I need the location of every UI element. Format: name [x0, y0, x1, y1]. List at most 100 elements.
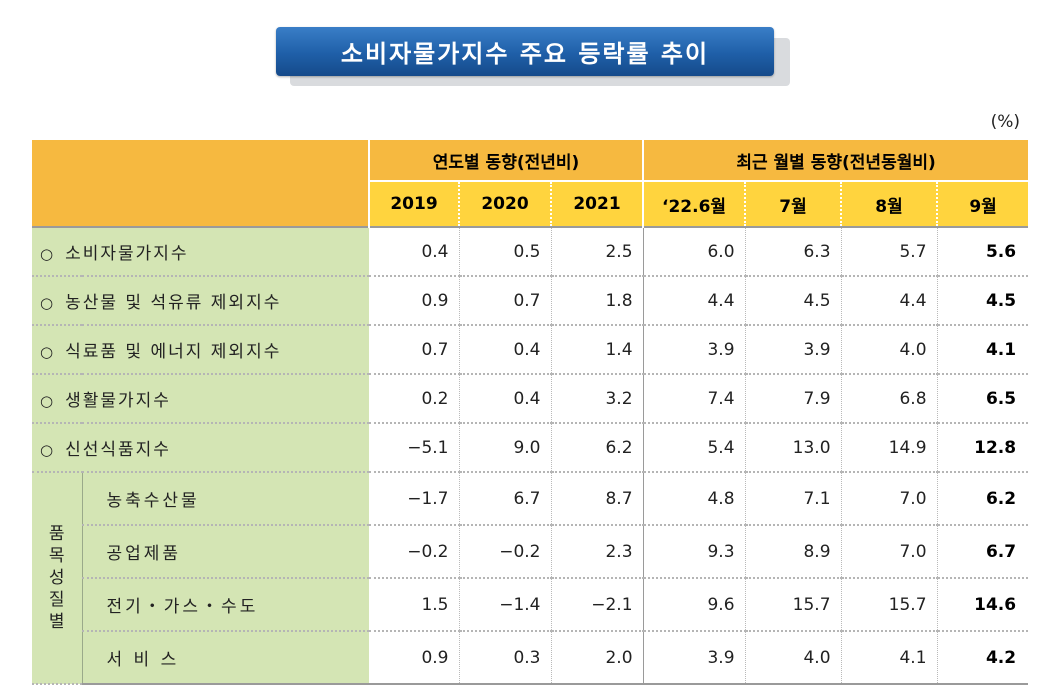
table-cell: 6.5 [937, 374, 1029, 424]
table-cell: 13.0 [745, 423, 842, 473]
table-cell: −0.2 [369, 525, 460, 579]
table-cell: 0.4 [459, 325, 552, 375]
table-cell: 4.5 [745, 276, 842, 326]
table-row: 공업제품 −0.2 −0.2 2.3 9.3 8.9 7.0 6.7 [32, 525, 1029, 579]
table-cell: 0.2 [369, 374, 460, 424]
table-row: ○ 신선식품지수 −5.1 9.0 6.2 5.4 13.0 14.9 12.8 [32, 423, 1029, 473]
table-cell: 8.9 [745, 525, 842, 579]
table-cell: 4.0 [745, 631, 842, 685]
row-label-text: 신선식품지수 [65, 440, 171, 460]
sub-row-label: 전기・가스・수도 [81, 578, 369, 632]
col-header-aug: 8월 [841, 181, 939, 227]
table-cell: 3.9 [745, 325, 842, 375]
table-row: 전기・가스・수도 1.5 −1.4 −2.1 9.6 15.7 15.7 14.… [32, 578, 1029, 632]
sub-row-label: 서 비 스 [81, 631, 369, 685]
table-cell: 4.5 [937, 276, 1029, 326]
table-cell: 6.8 [841, 374, 938, 424]
table-cell: 8.7 [551, 472, 644, 526]
col-header-jul: 7월 [745, 181, 843, 227]
table-cell: −2.1 [551, 578, 644, 632]
header-monthly-group: 최근 월별 동향(전년동월비) [643, 140, 1029, 182]
header-annual-group: 연도별 동향(전년비) [369, 140, 645, 182]
table-cell: 2.3 [551, 525, 644, 579]
col-header-2020: 2020 [459, 181, 552, 227]
bullet-icon: ○ [40, 392, 56, 410]
bullet-icon: ○ [40, 245, 56, 263]
table-cell: 14.6 [937, 578, 1029, 632]
table-cell: 4.2 [937, 631, 1029, 685]
group-label-char: 성 [48, 568, 65, 588]
table-cell: 14.9 [841, 423, 938, 473]
table-cell: −1.7 [369, 472, 460, 526]
table-cell: 1.8 [551, 276, 644, 326]
table-cell: 2.5 [551, 226, 644, 277]
unit-label: (%) [990, 112, 1020, 132]
table-cell: 0.9 [369, 276, 460, 326]
table-cell: 0.4 [459, 374, 552, 424]
table-cell: 0.9 [369, 631, 460, 685]
sub-row-label: 농축수산물 [81, 472, 369, 526]
table-cell: 6.7 [937, 525, 1029, 579]
table-cell: 15.7 [745, 578, 842, 632]
table-cell: 2.0 [551, 631, 644, 685]
table-cell: 4.4 [841, 276, 938, 326]
table-cell: −1.4 [459, 578, 552, 632]
table-cell: 6.2 [937, 472, 1029, 526]
table-cell: −5.1 [369, 423, 460, 473]
table-row: ○ 식료품 및 에너지 제외지수 0.7 0.4 1.4 3.9 3.9 4.0 … [32, 325, 1029, 375]
row-label-text: 생활물가지수 [65, 391, 171, 411]
table-row: ○ 농산물 및 석유류 제외지수 0.9 0.7 1.8 4.4 4.5 4.4 … [32, 276, 1029, 326]
table-cell: −0.2 [459, 525, 552, 579]
row-label-text: 소비자물가지수 [65, 244, 189, 264]
table-cell: 5.4 [643, 423, 746, 473]
group-label-char: 품 [48, 524, 65, 544]
group-label-char: 별 [48, 612, 65, 632]
table-cell: 5.7 [841, 226, 938, 277]
table-cell: 7.9 [745, 374, 842, 424]
table-cell: 3.2 [551, 374, 644, 424]
table-cell: 7.1 [745, 472, 842, 526]
table-cell: 1.4 [551, 325, 644, 375]
table-cell: 0.7 [459, 276, 552, 326]
group-label-char: 목 [48, 546, 65, 566]
col-header-sep: 9월 [937, 181, 1029, 227]
row-label-text: 농산물 및 석유류 제외지수 [65, 293, 282, 313]
table-cell: 4.1 [841, 631, 938, 685]
row-label: ○ 농산물 및 석유류 제외지수 [32, 276, 369, 326]
row-label: ○ 생활물가지수 [32, 374, 369, 424]
row-label-text: 식료품 및 에너지 제외지수 [65, 342, 282, 362]
page-title: 소비자물가지수 주요 등락률 추이 [276, 27, 774, 76]
table-row: ○ 소비자물가지수 0.4 0.5 2.5 6.0 6.3 5.7 5.6 [32, 226, 1029, 277]
group-label: 품 목 성 질 별 [32, 472, 83, 685]
table-row: 품 목 성 질 별 농축수산물 −1.7 6.7 8.7 4.8 7.1 7.0… [32, 472, 1029, 685]
table-cell: 12.8 [937, 423, 1029, 473]
row-label: ○ 신선식품지수 [32, 423, 369, 473]
table-cell: 0.5 [459, 226, 552, 277]
table-cell: 0.3 [459, 631, 552, 685]
table-cell: 6.2 [551, 423, 644, 473]
table-cell: 9.3 [643, 525, 746, 579]
col-header-2019: 2019 [369, 181, 460, 227]
table-cell: 7.0 [841, 472, 938, 526]
table-cell: 6.0 [643, 226, 746, 277]
table-cell: 7.0 [841, 525, 938, 579]
col-header-jun22: ‘22.6월 [643, 181, 747, 227]
table-cell: 1.5 [369, 578, 460, 632]
table-cell: 5.6 [937, 226, 1029, 277]
table-cell: 4.4 [643, 276, 746, 326]
row-label: ○ 식료품 및 에너지 제외지수 [32, 325, 369, 375]
col-header-2021: 2021 [551, 181, 645, 227]
table-cell: 6.3 [745, 226, 842, 277]
table-row: 서 비 스 0.9 0.3 2.0 3.9 4.0 4.1 4.2 [32, 631, 1029, 685]
table-cell: 4.0 [841, 325, 938, 375]
table-cell: 7.4 [643, 374, 746, 424]
table-row: ○ 생활물가지수 0.2 0.4 3.2 7.4 7.9 6.8 6.5 [32, 374, 1029, 424]
bullet-icon: ○ [40, 441, 56, 459]
table-cell: 3.9 [643, 631, 746, 685]
sub-row-label: 공업제품 [81, 525, 369, 579]
table-cell: 4.8 [643, 472, 746, 526]
group-label-char: 질 [48, 590, 65, 610]
table-cell: 3.9 [643, 325, 746, 375]
row-label: ○ 소비자물가지수 [32, 226, 369, 277]
table-cell: 4.1 [937, 325, 1029, 375]
